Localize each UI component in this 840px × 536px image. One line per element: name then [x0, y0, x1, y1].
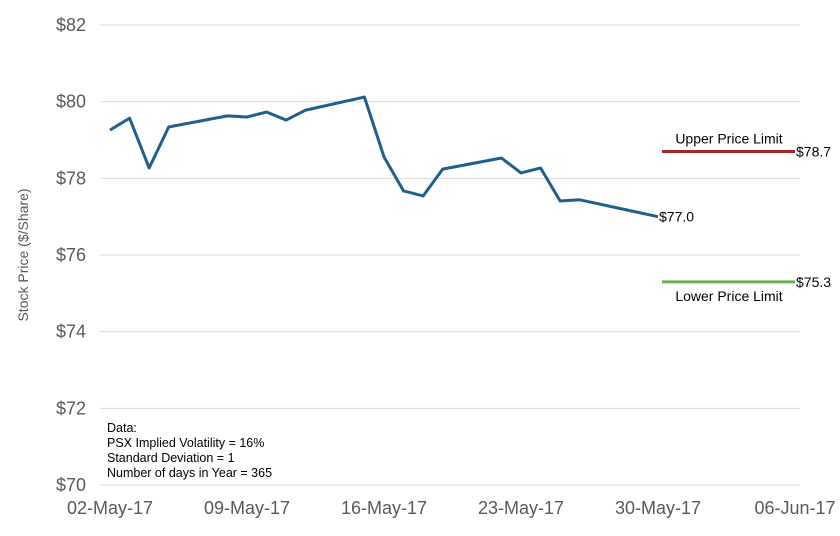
series-name-label: Upper Price Limit [675, 131, 782, 147]
y-tick-label: $76 [56, 245, 86, 265]
y-axis-label: Stock Price ($/Share) [15, 188, 31, 321]
x-tick-label: 06-Jun-17 [754, 498, 835, 518]
x-tick-label: 30-May-17 [615, 498, 701, 518]
y-tick-label: $82 [56, 15, 86, 35]
x-tick-label: 16-May-17 [341, 498, 427, 518]
y-tick-label: $80 [56, 92, 86, 112]
annotation-line: Standard Deviation = 1 [107, 451, 235, 465]
y-tick-label: $72 [56, 398, 86, 418]
annotation-line: Data: [107, 421, 137, 435]
series-name-label: Lower Price Limit [675, 288, 782, 304]
annotation-line: Number of days in Year = 365 [107, 466, 272, 480]
data-annotation: Data: PSX Implied Volatility = 16% Stand… [107, 421, 272, 480]
end-value-label: $75.3 [796, 274, 831, 290]
end-value-label: $78.7 [796, 144, 831, 160]
price-line [109, 95, 659, 219]
x-tick-label: 23-May-17 [478, 498, 564, 518]
y-tick-label: $78 [56, 168, 86, 188]
y-tick-label: $70 [56, 475, 86, 495]
x-tick-label: 02-May-17 [67, 498, 153, 518]
x-tick-label: 09-May-17 [204, 498, 290, 518]
y-tick-label: $74 [56, 322, 86, 342]
end-value-label: $77.0 [659, 209, 694, 225]
annotation-line: PSX Implied Volatility = 16% [107, 436, 264, 450]
